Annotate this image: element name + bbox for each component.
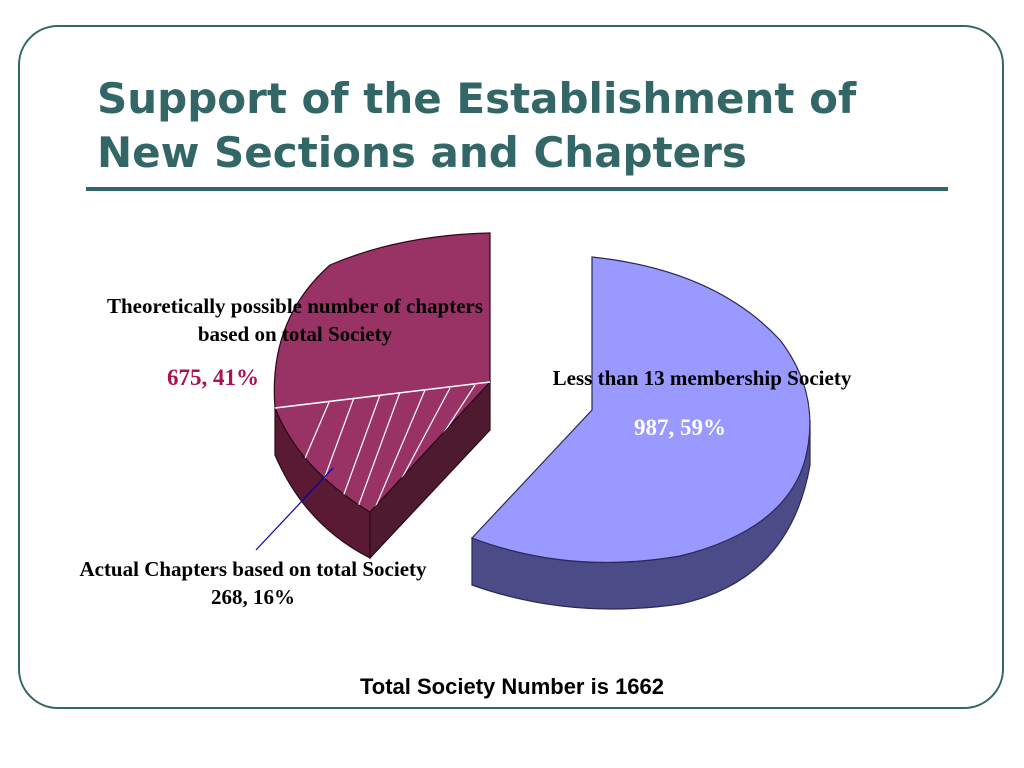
value-actual-chapters: 268, 16%: [211, 585, 295, 609]
label-theoretical: Theoretically possible number of chapter…: [55, 292, 535, 348]
pie-slice-less-than-13: [470, 256, 811, 564]
label-actual-chapters-name: Actual Chapters based on total Society: [79, 557, 427, 581]
actual-chapters-leader-line: [255, 467, 334, 551]
label-less-than-13: Less than 13 membership Society: [552, 366, 852, 390]
value-theoretical: 675, 41%: [167, 365, 259, 390]
value-less-than-13: 987, 59%: [634, 415, 726, 440]
title-line-2: New Sections and Chapters: [97, 128, 747, 177]
label-actual-chapters: Actual Chapters based on total Society 2…: [30, 555, 476, 611]
footer-total: Total Society Number is 1662: [359, 674, 665, 699]
slide-frame: [18, 25, 1004, 709]
actual-chapters-boundary: [274, 381, 491, 409]
title-line-1: Support of the Establishment of: [97, 74, 857, 123]
title-rule: [86, 187, 948, 191]
slide-title: Support of the Establishment of New Sect…: [97, 72, 977, 180]
label-theoretical-line-1: Theoretically possible number of chapter…: [106, 294, 484, 318]
label-theoretical-line-2: based on total Society: [197, 322, 393, 346]
